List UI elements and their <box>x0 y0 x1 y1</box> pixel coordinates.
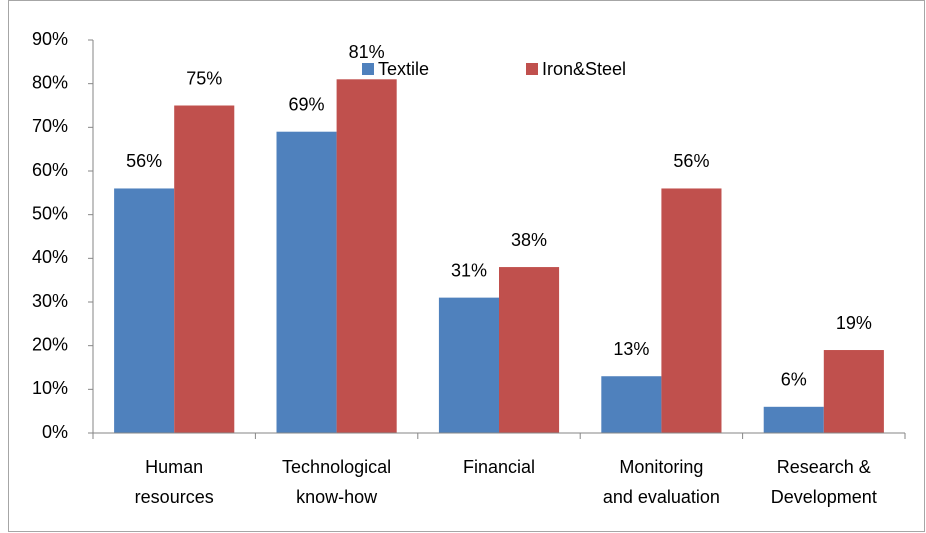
bar <box>114 188 175 433</box>
legend-swatch <box>362 63 374 75</box>
value-label: 31% <box>451 260 487 280</box>
bar <box>763 406 824 433</box>
x-tick-label-line: Technological <box>282 457 391 477</box>
y-tick-label: 90% <box>32 29 68 49</box>
value-label: 13% <box>613 339 649 359</box>
x-tick-label: Human resources <box>135 457 214 507</box>
x-tick-label: Monitoring and evaluation <box>603 457 720 507</box>
legend-swatch <box>526 63 538 75</box>
x-tick-label-line: know-how <box>296 487 378 507</box>
x-tick-label-line: and evaluation <box>603 487 720 507</box>
x-tick-label: Financial <box>463 457 535 477</box>
y-tick-label: 70% <box>32 116 68 136</box>
value-label: 38% <box>511 230 547 250</box>
y-tick-label: 20% <box>32 334 68 354</box>
y-tick-label: 60% <box>32 160 68 180</box>
bar <box>499 267 560 433</box>
bar <box>823 350 884 433</box>
bar <box>276 131 337 433</box>
value-label: 69% <box>289 94 325 114</box>
x-tick-label: Research & Development <box>771 457 877 507</box>
y-tick-label: 40% <box>32 247 68 267</box>
y-tick-label: 30% <box>32 291 68 311</box>
x-tick-label-line: Financial <box>463 457 535 477</box>
x-tick-label-line: Human <box>145 457 203 477</box>
x-tick-label-line: resources <box>135 487 214 507</box>
legend-label: Iron&Steel <box>542 59 626 79</box>
x-tick-label: Technological know-how <box>282 457 391 507</box>
value-label: 81% <box>349 42 385 62</box>
bar <box>174 105 235 433</box>
y-tick-label: 50% <box>32 203 68 223</box>
bar <box>438 297 499 433</box>
legend-label: Textile <box>378 59 429 79</box>
value-label: 75% <box>186 68 222 88</box>
bar <box>336 79 397 434</box>
bar <box>601 376 662 433</box>
bar <box>661 188 722 433</box>
x-tick-label-line: Research & <box>777 457 871 477</box>
value-label: 6% <box>781 370 807 390</box>
y-tick-label: 0% <box>42 422 68 442</box>
y-tick-label: 80% <box>32 72 68 92</box>
x-tick-label-line: Development <box>771 487 877 507</box>
y-tick-label: 10% <box>32 378 68 398</box>
value-label: 56% <box>126 151 162 171</box>
value-label: 19% <box>836 313 872 333</box>
value-label: 56% <box>673 151 709 171</box>
x-tick-label-line: Monitoring <box>619 457 703 477</box>
